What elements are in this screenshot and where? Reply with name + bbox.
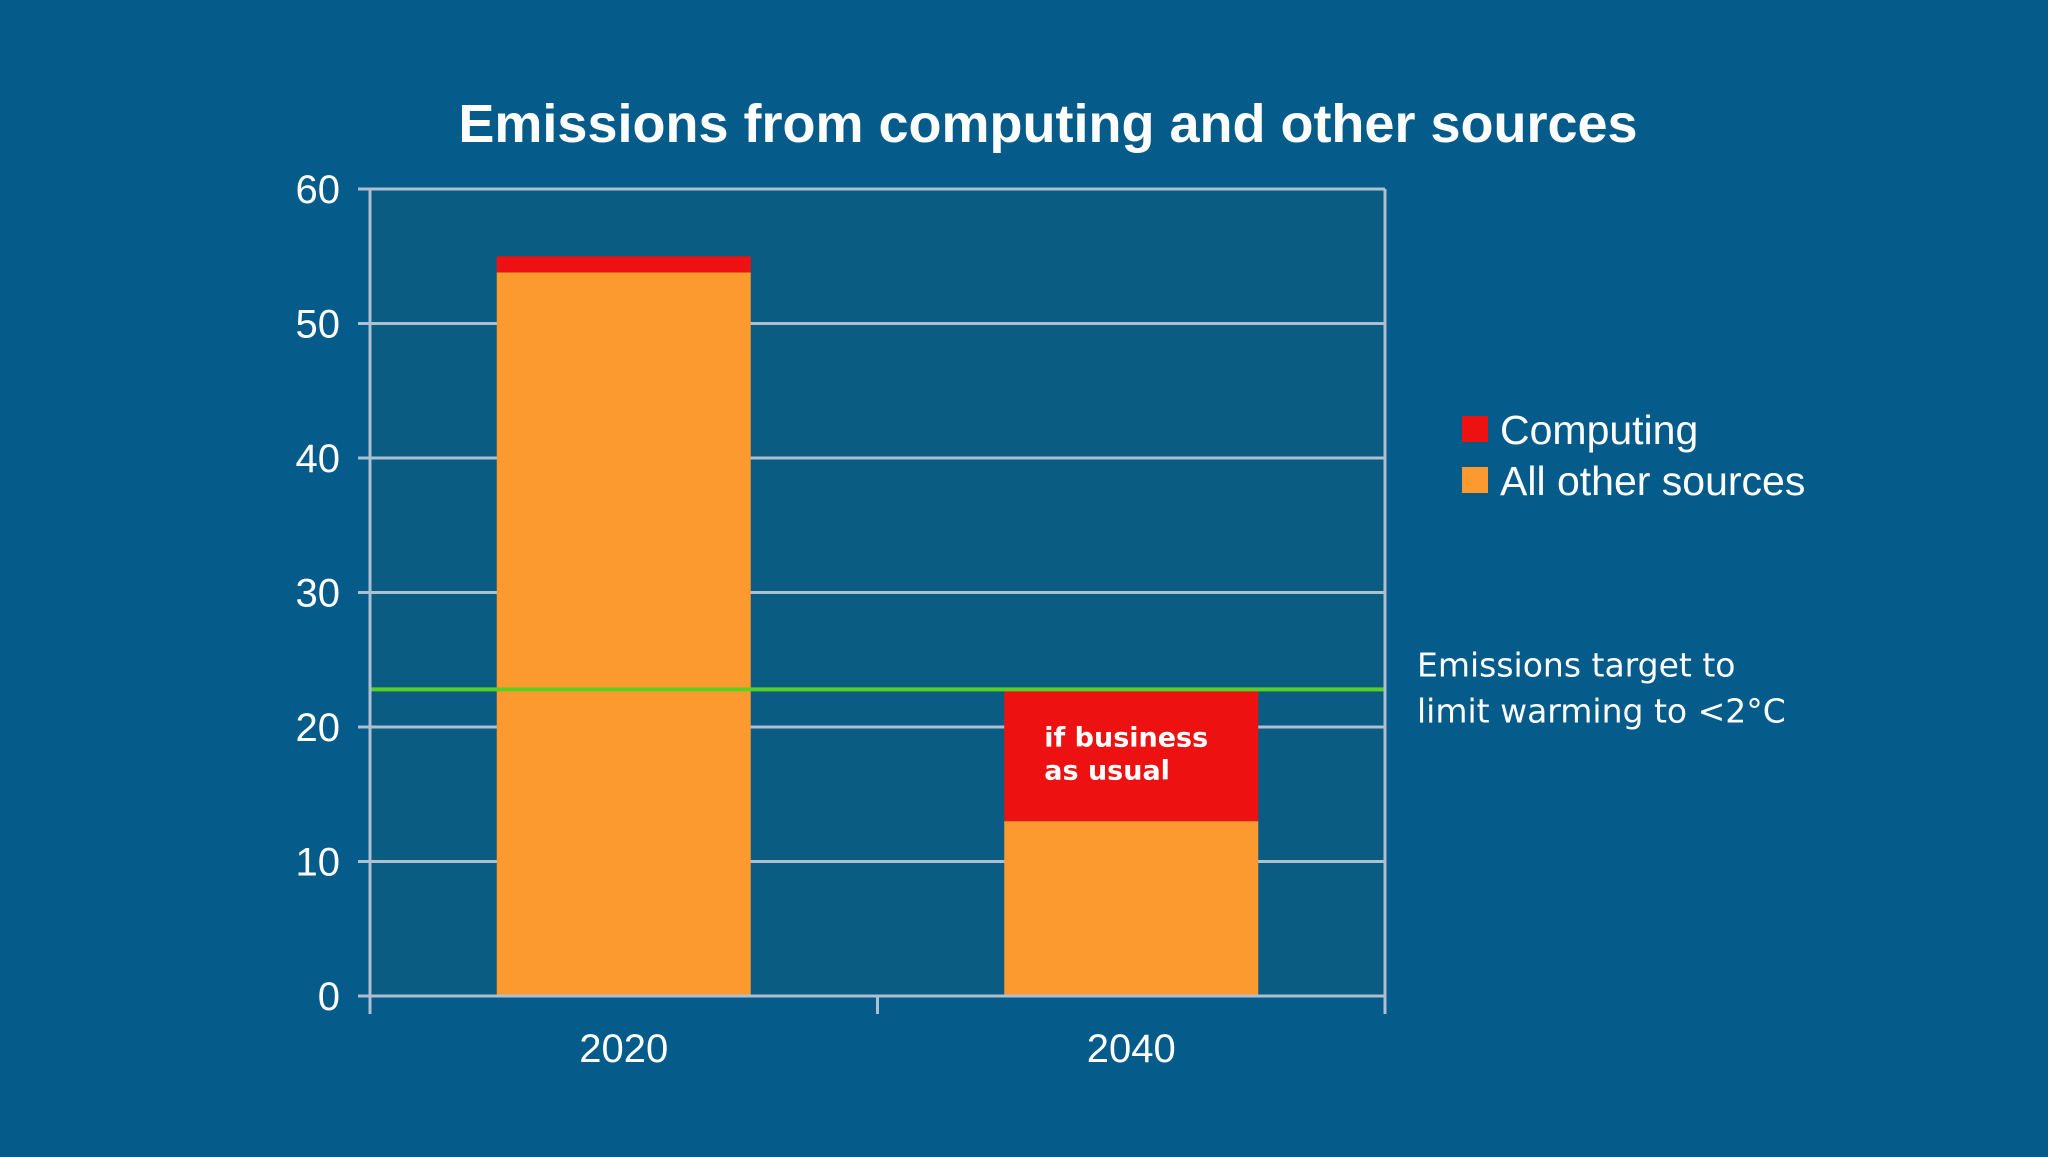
bar-annotation-line: as usual — [1044, 756, 1170, 787]
bar-computing-2020 — [496, 256, 751, 273]
y-tick-label: 30 — [296, 572, 341, 616]
y-tick-label: 60 — [296, 168, 341, 212]
x-tick-label: 2040 — [1087, 1027, 1176, 1071]
legend-label-computing: Computing — [1500, 407, 1698, 453]
y-tick-label: 50 — [296, 303, 341, 347]
bar-computing-2040 — [1004, 690, 1259, 822]
y-tick-label: 20 — [296, 706, 341, 750]
target-label-line: Emissions target to — [1417, 645, 1735, 684]
legend-label-all-other-sources: All other sources — [1500, 458, 1805, 504]
legend-swatch-computing — [1462, 416, 1488, 442]
bar-all-other-sources-2020 — [496, 272, 751, 996]
bar-annotation-line: if business — [1044, 723, 1208, 754]
x-tick-label: 2020 — [579, 1027, 668, 1071]
y-tick-label: 10 — [296, 841, 341, 885]
y-tick-label: 40 — [296, 437, 341, 481]
chart-title: Emissions from computing and other sourc… — [458, 94, 1637, 154]
target-label-line: limit warming to <2°C — [1417, 691, 1786, 730]
legend-swatch-all-other-sources — [1462, 467, 1488, 493]
bar-all-other-sources-2040 — [1004, 821, 1259, 996]
y-tick-label: 0 — [318, 975, 340, 1019]
